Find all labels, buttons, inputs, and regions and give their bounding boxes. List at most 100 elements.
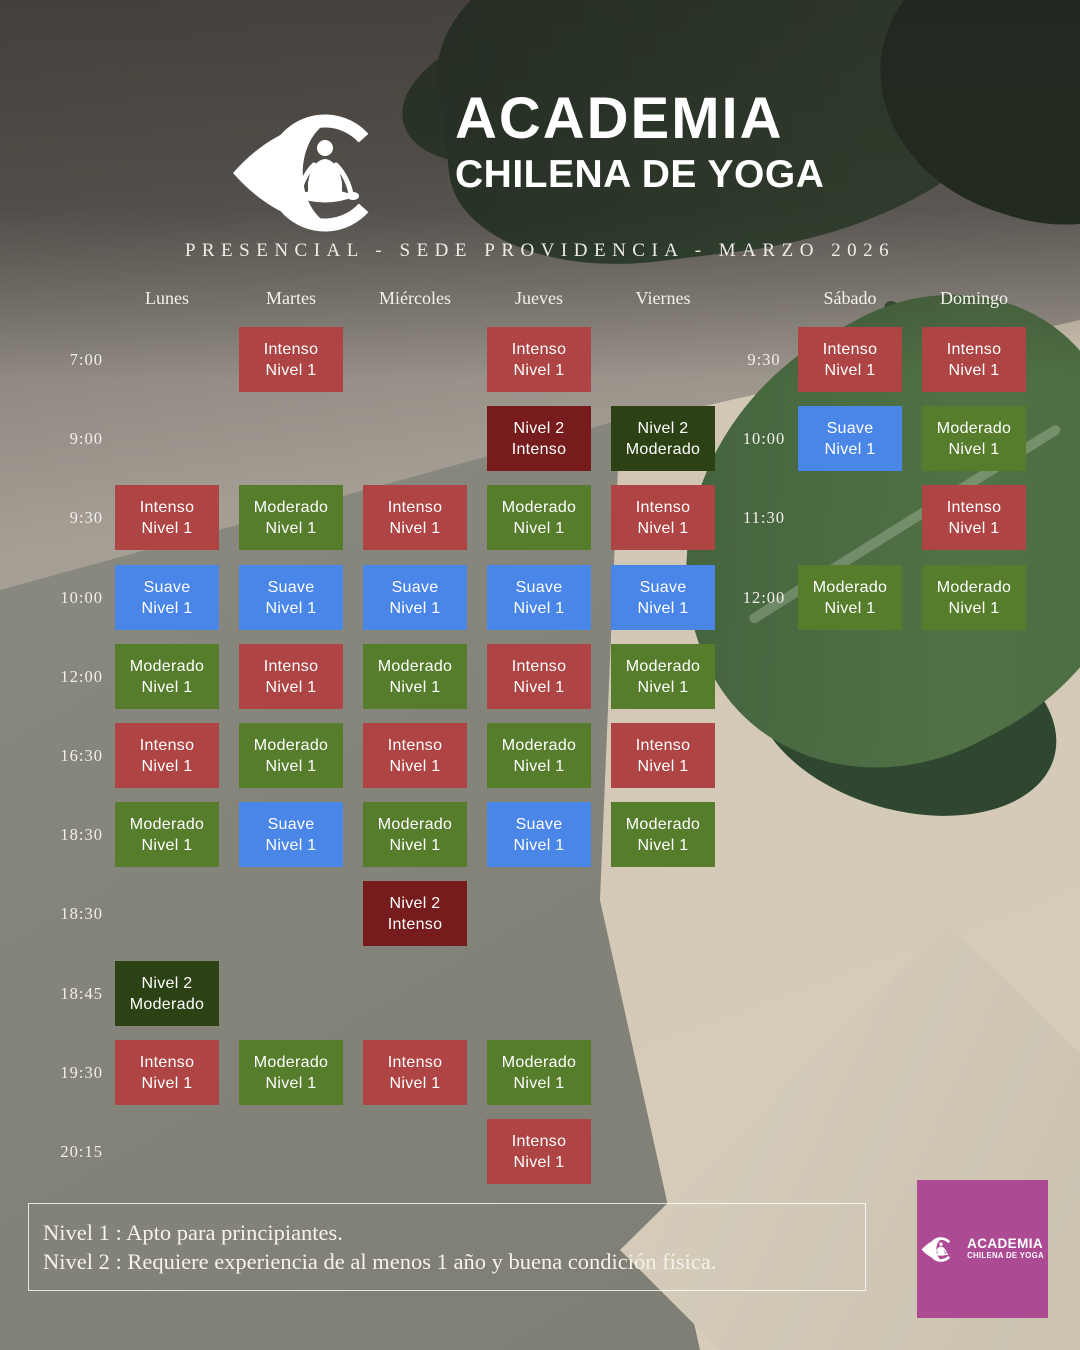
class-block-level: Nivel 1 xyxy=(637,757,689,775)
brand-title: ACADEMIA CHILENA DE YOGA xyxy=(455,88,824,197)
time-label: 20:15 xyxy=(60,1141,103,1161)
class-block-level: Nivel 1 xyxy=(265,836,317,854)
class-block: Moderado Nivel 1 xyxy=(115,644,219,709)
class-block: Suave Nivel 1 xyxy=(487,565,591,630)
brand-title-line1: ACADEMIA xyxy=(455,86,784,151)
class-block-intensity: Intenso xyxy=(387,736,443,754)
badge-subtitle: CHILENA DE YOGA xyxy=(967,1251,1044,1260)
class-block: Moderado Nivel 1 xyxy=(798,565,902,630)
time-label: 18:45 xyxy=(60,983,103,1003)
class-block-level: Nivel 1 xyxy=(265,599,317,617)
class-block: Suave Nivel 1 xyxy=(487,802,591,867)
class-block-level: Nivel 1 xyxy=(389,757,441,775)
class-block-intensity: Intenso xyxy=(139,1053,195,1071)
class-block-level: Nivel 1 xyxy=(513,1074,565,1092)
class-block: Moderado Nivel 1 xyxy=(239,485,343,550)
class-block: Suave Nivel 1 xyxy=(239,565,343,630)
class-block-level: Nivel 1 xyxy=(513,1153,565,1171)
class-block-intensity: Moderado xyxy=(253,498,329,516)
class-block-level: Nivel 1 xyxy=(824,599,876,617)
class-block-intensity: Moderado xyxy=(936,578,1012,596)
class-block-level: Nivel 1 xyxy=(513,519,565,537)
class-block: Intenso Nivel 1 xyxy=(363,723,467,788)
class-block-intensity: Nivel 2 xyxy=(637,419,689,437)
class-block-level: Nivel 1 xyxy=(824,440,876,458)
class-block-level: Nivel 1 xyxy=(265,361,317,379)
class-block-intensity: Suave xyxy=(826,419,874,437)
class-block-intensity: Moderado xyxy=(625,815,701,833)
day-header: Lunes xyxy=(145,288,189,308)
class-block-intensity: Intenso xyxy=(635,498,691,516)
class-block-intensity: Moderado xyxy=(129,657,205,675)
day-header: Martes xyxy=(266,288,316,308)
class-block: Moderado Nivel 1 xyxy=(922,406,1026,471)
time-label: 19:30 xyxy=(60,1062,103,1082)
class-block-intensity: Intenso xyxy=(822,340,878,358)
day-header: Sábado xyxy=(823,288,877,308)
class-block-level: Nivel 1 xyxy=(389,836,441,854)
class-block: Moderado Nivel 1 xyxy=(363,644,467,709)
class-block-intensity: Intenso xyxy=(139,736,195,754)
brand-title-line2: CHILENA DE YOGA xyxy=(455,153,825,196)
class-block: Suave Nivel 1 xyxy=(798,406,902,471)
class-block-intensity: Intenso xyxy=(263,340,319,358)
header-shade-overlay xyxy=(0,0,1080,380)
class-block-intensity: Moderado xyxy=(501,1053,577,1071)
class-block: Suave Nivel 1 xyxy=(363,565,467,630)
class-block-level: Nivel 1 xyxy=(637,519,689,537)
class-block: Moderado Nivel 1 xyxy=(115,802,219,867)
class-block: Nivel 2 Moderado xyxy=(611,406,715,471)
class-block-level: Nivel 1 xyxy=(141,1074,193,1092)
class-block-intensity: Suave xyxy=(267,578,315,596)
class-block: Intenso Nivel 1 xyxy=(115,485,219,550)
class-block-level: Intenso xyxy=(387,915,443,933)
badge-title: ACADEMIA xyxy=(967,1236,1044,1251)
class-block: Moderado Nivel 1 xyxy=(239,723,343,788)
class-block-intensity: Suave xyxy=(267,815,315,833)
class-block-intensity: Suave xyxy=(143,578,191,596)
class-block-level: Nivel 1 xyxy=(389,519,441,537)
class-block: Intenso Nivel 1 xyxy=(115,1040,219,1105)
class-block: Nivel 2 Intenso xyxy=(487,406,591,471)
class-block-intensity: Suave xyxy=(639,578,687,596)
class-block-intensity: Moderado xyxy=(501,498,577,516)
class-block-level: Moderado xyxy=(129,995,205,1013)
class-block: Intenso Nivel 1 xyxy=(611,485,715,550)
day-header: Viernes xyxy=(635,288,691,308)
class-block-intensity: Moderado xyxy=(377,815,453,833)
class-block: Moderado Nivel 1 xyxy=(611,644,715,709)
class-block-intensity: Intenso xyxy=(511,657,567,675)
class-block-intensity: Intenso xyxy=(387,498,443,516)
class-block-intensity: Intenso xyxy=(946,340,1002,358)
class-block-level: Intenso xyxy=(511,440,567,458)
class-block-level: Nivel 1 xyxy=(637,836,689,854)
class-block: Suave Nivel 1 xyxy=(115,565,219,630)
class-block: Intenso Nivel 1 xyxy=(115,723,219,788)
class-block-level: Nivel 1 xyxy=(637,678,689,696)
class-block-intensity: Intenso xyxy=(946,498,1002,516)
class-block: Moderado Nivel 1 xyxy=(487,485,591,550)
class-block-intensity: Nivel 2 xyxy=(513,419,565,437)
time-label: 9:30 xyxy=(69,507,103,527)
day-header: Jueves xyxy=(515,288,563,308)
class-block-intensity: Moderado xyxy=(253,1053,329,1071)
class-block-level: Nivel 1 xyxy=(513,757,565,775)
class-block-level: Nivel 1 xyxy=(948,519,1000,537)
class-block-level: Nivel 1 xyxy=(513,836,565,854)
class-block-level: Nivel 1 xyxy=(265,757,317,775)
time-label: 12:00 xyxy=(60,666,103,686)
class-block: Intenso Nivel 1 xyxy=(487,1119,591,1184)
weekend-time-label: 9:30 xyxy=(747,349,781,369)
class-block-level: Nivel 1 xyxy=(141,678,193,696)
class-block: Moderado Nivel 1 xyxy=(487,1040,591,1105)
brand-eye-logo-icon xyxy=(230,95,420,251)
class-block-level: Nivel 1 xyxy=(948,440,1000,458)
class-block: Moderado Nivel 1 xyxy=(922,565,1026,630)
class-block: Moderado Nivel 1 xyxy=(611,802,715,867)
class-block-intensity: Intenso xyxy=(139,498,195,516)
legend-box: Nivel 1 : Apto para principiantes. Nivel… xyxy=(28,1203,866,1291)
class-block-level: Nivel 1 xyxy=(141,599,193,617)
class-block-intensity: Intenso xyxy=(387,1053,443,1071)
weekend-time-label: 10:00 xyxy=(742,428,786,448)
class-block-level: Nivel 1 xyxy=(637,599,689,617)
